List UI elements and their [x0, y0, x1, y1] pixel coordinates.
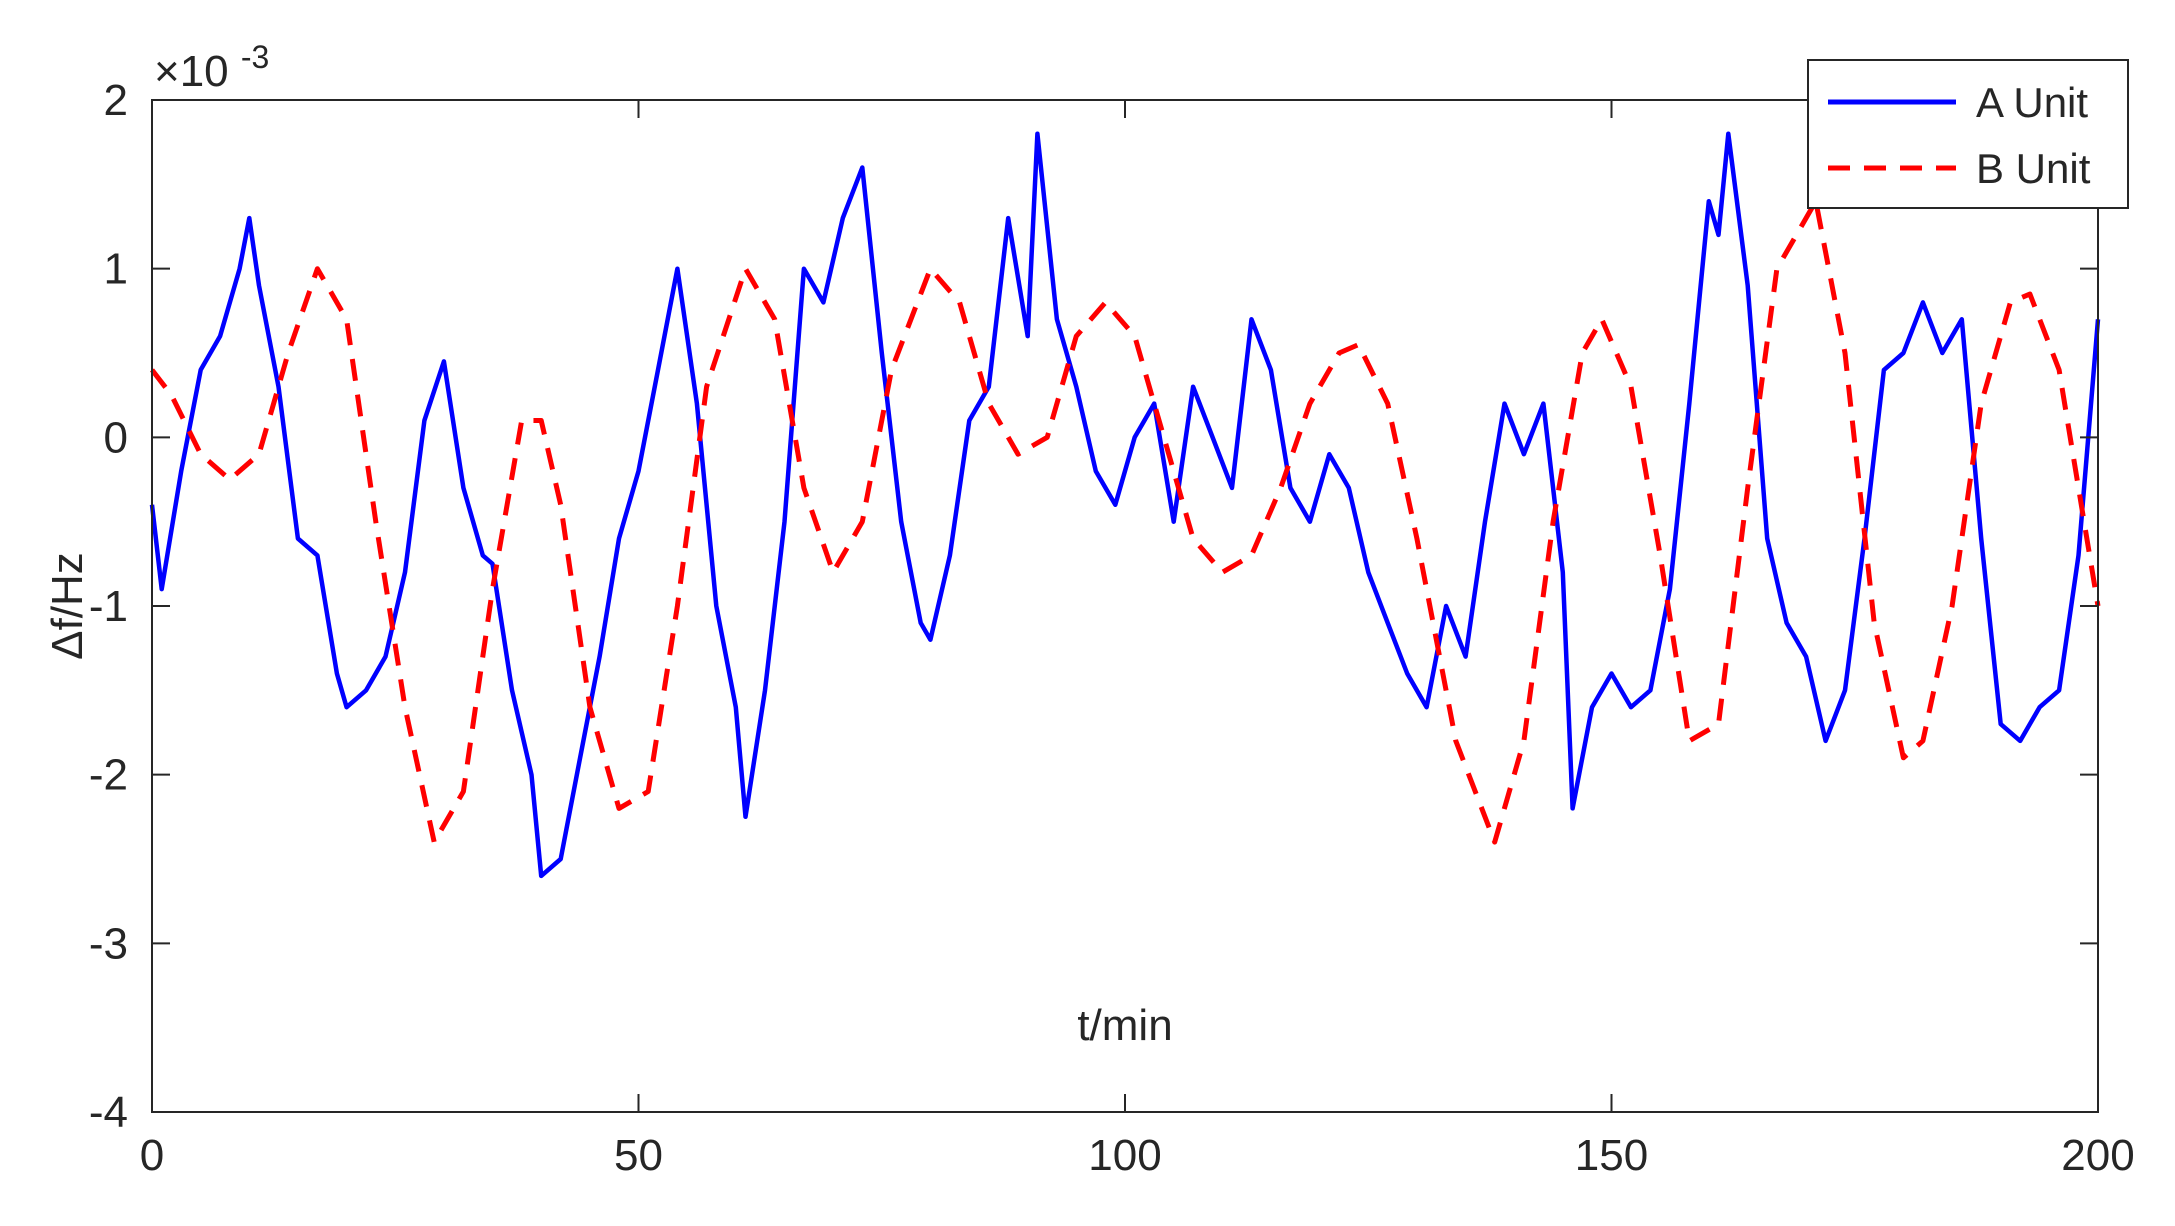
legend: A Unit B Unit — [1807, 59, 2129, 209]
y-axis-label: Δf/Hz — [43, 552, 92, 660]
y-tick-label: 2 — [104, 76, 128, 125]
x-tick-label: 0 — [140, 1131, 164, 1180]
x-axis-label: t/min — [1077, 1001, 1172, 1050]
y-axis-ticks: -4 -3 -2 -1 0 1 2 — [89, 76, 2098, 1137]
x-tick-label: 200 — [2061, 1131, 2134, 1180]
y-tick-label: 0 — [104, 413, 128, 462]
series-line-b-unit — [150, 198, 2101, 845]
x-axis-ticks: 0 50 100 150 200 — [140, 100, 2135, 1180]
series-layer — [149, 131, 2101, 879]
y-axis-exponent-power: -3 — [241, 39, 269, 75]
y-tick-label: -4 — [89, 1088, 128, 1137]
x-tick-label: 100 — [1088, 1131, 1161, 1180]
x-tick-label: 150 — [1575, 1131, 1648, 1180]
legend-label-a-unit: A Unit — [1976, 79, 2088, 126]
series-line-a-unit — [149, 131, 2101, 879]
y-tick-label: -3 — [89, 919, 128, 968]
y-tick-label: -2 — [89, 751, 128, 800]
y-axis-exponent: ×10 -3 — [154, 39, 269, 96]
legend-label-b-unit: B Unit — [1976, 145, 2091, 192]
y-tick-label: 1 — [104, 245, 128, 294]
legend-box — [1807, 59, 2129, 209]
y-axis-exponent-base: ×10 — [154, 47, 229, 96]
x-tick-label: 50 — [614, 1131, 663, 1180]
y-tick-label: -1 — [89, 582, 128, 631]
